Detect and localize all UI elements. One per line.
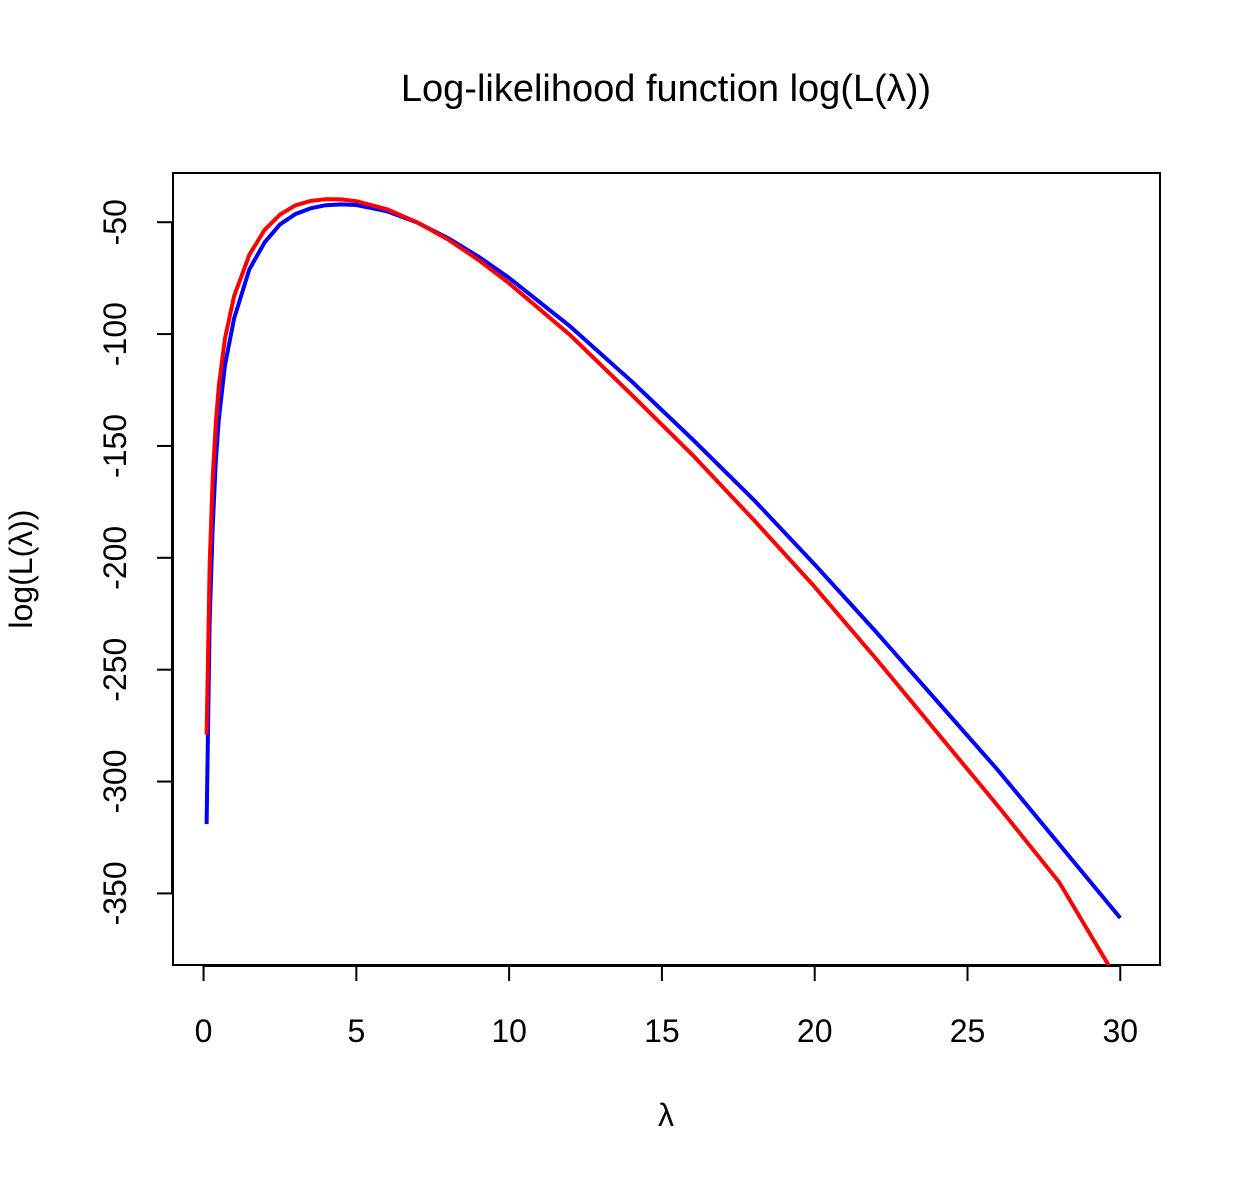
x-axis: 0 5 10 15 20 25 30 [195, 965, 1138, 1049]
y-axis: -50 -100 -150 -200 -250 -300 -350 [97, 199, 173, 925]
x-tick-label: 5 [347, 1013, 365, 1049]
series-line-2 [204, 197, 1111, 965]
series-layer [204, 197, 1122, 965]
y-axis-label: log(L(λ)) [3, 509, 39, 628]
x-tick-label: 15 [644, 1013, 680, 1049]
chart-title: Log-likelihood function log(L(λ)) [401, 68, 931, 110]
x-tick-label: 30 [1102, 1013, 1138, 1049]
y-tick-label: -200 [97, 526, 133, 590]
x-axis-label: λ [658, 1097, 674, 1133]
series-line-1 [204, 202, 1122, 920]
y-tick-label: -50 [97, 199, 133, 245]
x-tick-label: 20 [797, 1013, 833, 1049]
y-tick-label: -350 [97, 861, 133, 925]
y-tick-label: -250 [97, 638, 133, 702]
y-tick-label: -300 [97, 750, 133, 814]
x-tick-label: 10 [491, 1013, 527, 1049]
y-tick-label: -100 [97, 302, 133, 366]
y-tick-label: -150 [97, 414, 133, 478]
plot-area-border [172, 172, 1161, 966]
x-tick-label: 0 [195, 1013, 213, 1049]
x-tick-label: 25 [950, 1013, 986, 1049]
